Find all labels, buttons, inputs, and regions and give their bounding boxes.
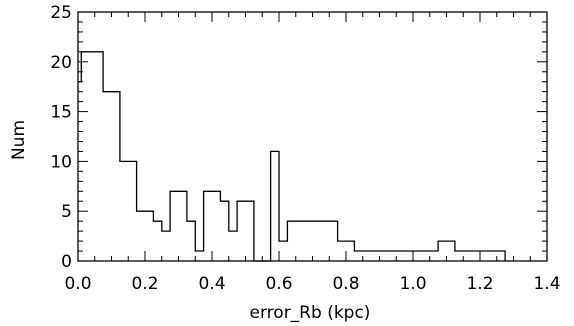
x-axis-label: error_Rb (kpc) bbox=[250, 303, 371, 323]
y-tick-label: 25 bbox=[50, 3, 72, 23]
plot-frame bbox=[77, 11, 548, 262]
x-tick-label: 0.2 bbox=[131, 274, 158, 294]
x-tick-label: 0.6 bbox=[265, 274, 292, 294]
x-tick-label: 1.2 bbox=[466, 274, 493, 294]
y-axis-label: Num bbox=[9, 120, 29, 160]
y-tick-label: 15 bbox=[50, 103, 72, 123]
y-tick-label: 10 bbox=[50, 152, 72, 172]
y-axis-ticks: 0 5 10 15 20 25 bbox=[50, 3, 547, 272]
x-tick-label: 1.0 bbox=[399, 274, 426, 294]
x-axis-ticks: 0.0 0.2 0.4 0.6 0.8 1.0 1.2 1.4 bbox=[64, 12, 561, 294]
y-tick-label: 0 bbox=[61, 252, 72, 272]
x-tick-label: 0.8 bbox=[332, 274, 359, 294]
x-tick-label: 0.0 bbox=[64, 274, 91, 294]
x-tick-label: 0.4 bbox=[198, 274, 225, 294]
y-tick-label: 5 bbox=[61, 202, 72, 222]
histogram-step-line bbox=[78, 51, 506, 262]
y-tick-label: 20 bbox=[50, 53, 72, 73]
x-tick-label: 1.4 bbox=[533, 274, 560, 294]
